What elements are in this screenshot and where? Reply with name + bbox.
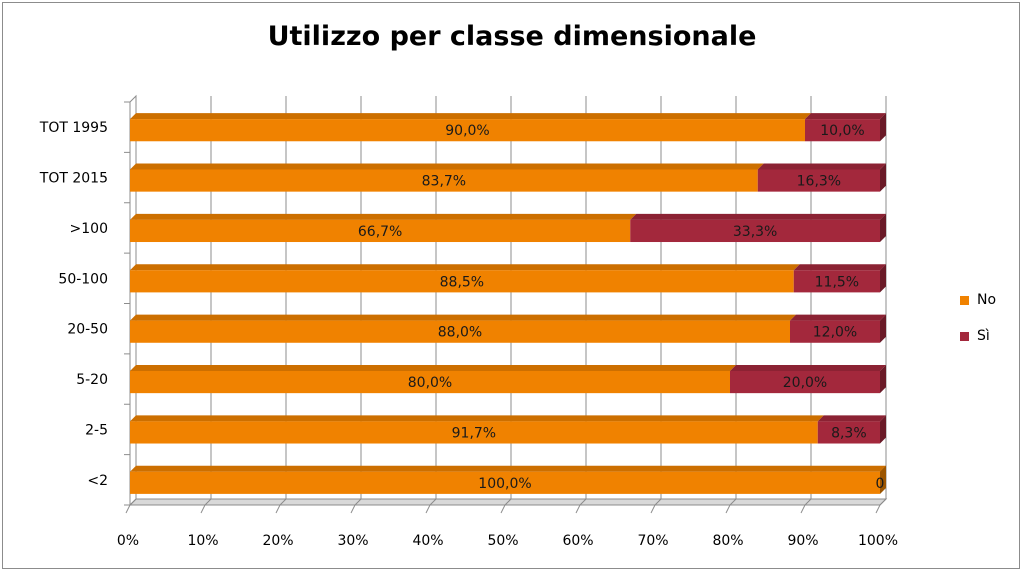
bar-no bbox=[130, 219, 631, 243]
x-tick bbox=[275, 504, 281, 514]
y-tick-label: 50-100 bbox=[58, 271, 108, 287]
bar-top-no bbox=[130, 163, 764, 170]
bar-end bbox=[880, 163, 886, 192]
bar-no bbox=[130, 471, 880, 494]
bar-si bbox=[730, 370, 880, 394]
bar-top-si bbox=[630, 213, 886, 220]
x-tick-label: 60% bbox=[562, 533, 593, 549]
x-tick bbox=[875, 504, 881, 514]
y-tick-label: TOT 2015 bbox=[39, 171, 108, 187]
bar-end bbox=[880, 314, 886, 343]
legend-swatch-no bbox=[960, 295, 969, 305]
bar-no bbox=[130, 119, 805, 142]
x-tick-label: 0% bbox=[117, 533, 139, 549]
bar-top-si bbox=[793, 264, 886, 271]
bar-no bbox=[130, 421, 818, 444]
bar-si bbox=[805, 119, 880, 142]
data-label-si: 11,5% bbox=[815, 274, 859, 290]
bar-no bbox=[130, 370, 730, 394]
data-label-si: 20,0% bbox=[783, 375, 827, 391]
data-label-si: 10,0% bbox=[820, 123, 864, 139]
bar-top-no bbox=[130, 264, 800, 271]
bar-no bbox=[130, 320, 790, 343]
bar-si bbox=[790, 320, 880, 343]
x-tick-label: 10% bbox=[187, 533, 218, 549]
legend-label-si: Sì bbox=[977, 328, 990, 344]
bar-top-no bbox=[130, 314, 796, 321]
bar-end bbox=[880, 213, 886, 243]
data-label-no: 66,7% bbox=[358, 224, 402, 240]
data-label-si: 12,0% bbox=[813, 325, 857, 341]
x-tick bbox=[800, 504, 806, 514]
bar-no bbox=[130, 270, 794, 293]
bar-si bbox=[793, 270, 880, 293]
bar-top-no bbox=[130, 113, 811, 120]
x-tick bbox=[200, 504, 206, 514]
bar-top-no bbox=[130, 415, 824, 422]
y-tick-label: >100 bbox=[70, 221, 108, 237]
x-tick bbox=[725, 504, 731, 514]
legend-item-si: Sì bbox=[960, 326, 996, 346]
y-tick-label: 2-5 bbox=[85, 422, 108, 438]
data-label-no: 90,0% bbox=[445, 123, 489, 139]
x-tick-label: 80% bbox=[712, 533, 743, 549]
y-tick-label: <2 bbox=[87, 473, 108, 489]
bar-no bbox=[130, 169, 758, 192]
x-tick-label: 90% bbox=[787, 533, 818, 549]
bar-top-no bbox=[130, 465, 886, 472]
bar-si bbox=[630, 219, 880, 243]
chart-title: Utilizzo per classe dimensionale bbox=[267, 21, 757, 52]
y-tick-label: TOT 1995 bbox=[39, 120, 108, 136]
bar-end bbox=[880, 364, 886, 394]
y-tick-label: 20-50 bbox=[67, 322, 108, 338]
data-label-no: 100,0% bbox=[478, 476, 531, 492]
bar-end bbox=[880, 465, 886, 494]
x-tick-label: 100% bbox=[858, 533, 898, 549]
data-label-no: 83,7% bbox=[422, 174, 466, 190]
plot-side-wall bbox=[129, 94, 137, 507]
bar-top-si bbox=[817, 415, 886, 422]
bar-end bbox=[880, 113, 886, 142]
legend: No Sì bbox=[960, 290, 996, 362]
bar-top-si bbox=[757, 163, 886, 170]
bar-top-no bbox=[130, 213, 637, 220]
x-tick bbox=[125, 504, 131, 514]
x-tick-label: 50% bbox=[487, 533, 518, 549]
x-tick-label: 30% bbox=[337, 533, 368, 549]
bar-top-si bbox=[805, 113, 886, 120]
bar-top-si bbox=[730, 364, 886, 371]
x-tick bbox=[500, 504, 506, 514]
data-label-si: 33,3% bbox=[733, 224, 777, 240]
data-label-no: 88,5% bbox=[440, 274, 484, 290]
x-tick bbox=[650, 504, 656, 514]
plot-back-wall bbox=[130, 96, 886, 505]
x-tick bbox=[425, 504, 431, 514]
y-tick-label: 5-20 bbox=[76, 372, 108, 388]
data-label-si: 0 bbox=[876, 476, 885, 492]
data-label-no: 91,7% bbox=[452, 425, 496, 441]
data-label-no: 88,0% bbox=[438, 325, 482, 341]
bar-si bbox=[757, 169, 880, 192]
bar-top-si bbox=[790, 314, 886, 321]
bar-si bbox=[817, 421, 880, 444]
legend-item-no: No bbox=[960, 290, 996, 310]
data-label-si: 8,3% bbox=[831, 425, 867, 441]
x-tick bbox=[350, 504, 356, 514]
bar-top-no bbox=[130, 364, 736, 371]
legend-swatch-si bbox=[960, 331, 969, 341]
legend-label-no: No bbox=[977, 292, 997, 308]
x-tick-label: 70% bbox=[637, 533, 668, 549]
x-tick-label: 20% bbox=[262, 533, 293, 549]
data-label-si: 16,3% bbox=[797, 174, 841, 190]
bar-end bbox=[880, 415, 886, 444]
data-label-no: 80,0% bbox=[408, 375, 452, 391]
x-tick-label: 40% bbox=[412, 533, 443, 549]
x-tick bbox=[575, 504, 581, 514]
bar-end bbox=[880, 264, 886, 293]
